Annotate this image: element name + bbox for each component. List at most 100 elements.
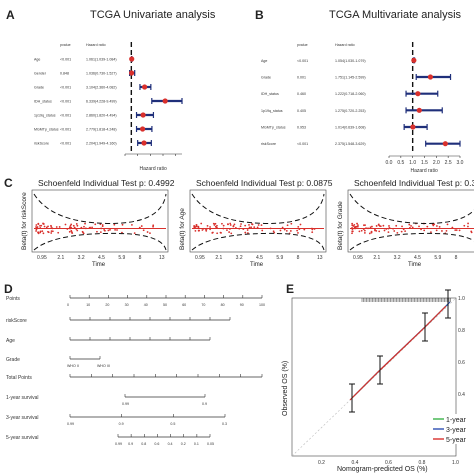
residual-point bbox=[229, 224, 232, 226]
nomogram-tick-label: 0.6 bbox=[154, 442, 159, 446]
residual-point bbox=[109, 228, 111, 231]
residual-point bbox=[50, 230, 53, 233]
hr-point bbox=[411, 57, 417, 63]
residual-point bbox=[40, 224, 43, 227]
nomogram-tick-label: 0.05 bbox=[207, 442, 214, 446]
residual-point bbox=[383, 229, 386, 232]
x-tick-label: 5.9 bbox=[276, 255, 283, 261]
residual-point bbox=[369, 226, 372, 229]
residual-point bbox=[96, 230, 98, 233]
x-axis-label: Time bbox=[92, 262, 106, 268]
panel-label: C bbox=[4, 176, 13, 190]
residual-point bbox=[209, 226, 211, 228]
residual-point bbox=[214, 222, 217, 225]
residual-point bbox=[441, 230, 443, 232]
plot-frame bbox=[31, 189, 169, 253]
nomogram-row-label: riskScore bbox=[6, 318, 27, 324]
row-pvalue: <0.001 bbox=[60, 114, 71, 118]
nomogram: Points 0 10 20 30 40 50 60 70 80 90 100 riskScore Age… bbox=[6, 295, 265, 446]
residual-point bbox=[195, 225, 198, 228]
nomogram-row-label: 1-year survival bbox=[6, 395, 39, 401]
y-tick-label: 0.8 bbox=[458, 328, 465, 334]
residual-point bbox=[351, 222, 354, 225]
row-label: IDH_status bbox=[34, 100, 52, 104]
residual-point bbox=[230, 232, 233, 235]
residual-point bbox=[47, 230, 49, 233]
residual-point bbox=[50, 226, 53, 228]
residual-point bbox=[68, 230, 71, 233]
hr-point bbox=[140, 112, 146, 118]
residual-point bbox=[260, 224, 263, 227]
residual-point bbox=[279, 229, 282, 232]
residual-point bbox=[211, 232, 214, 234]
plot-frame bbox=[189, 189, 327, 253]
panel-title: TCGA Univariate analysis bbox=[90, 9, 216, 21]
nomogram-tick-label: 0.4 bbox=[168, 442, 173, 446]
residual-point bbox=[113, 223, 116, 226]
residual-point bbox=[438, 225, 441, 228]
residual-point bbox=[107, 229, 110, 232]
x-tick-label: 0.95 bbox=[195, 255, 205, 261]
row-hr-text: 1.751(1.145-2.599) bbox=[335, 76, 366, 80]
residual-point bbox=[256, 226, 259, 229]
residual-point bbox=[253, 226, 256, 229]
panel-label: B bbox=[255, 8, 264, 22]
residual-point bbox=[251, 223, 253, 225]
x-tick-label: 0.95 bbox=[37, 255, 47, 261]
panel-label: D bbox=[4, 282, 13, 296]
residual-point bbox=[244, 224, 247, 227]
row-pvalue: <0.001 bbox=[297, 142, 308, 146]
row-pvalue: <0.001 bbox=[60, 86, 71, 90]
row-pvalue: <0.001 bbox=[60, 58, 71, 62]
residual-point bbox=[297, 225, 300, 228]
residual-point bbox=[35, 230, 37, 232]
residual-point bbox=[83, 225, 85, 228]
residual-point bbox=[289, 230, 292, 232]
residual-point bbox=[76, 224, 79, 227]
residual-point bbox=[35, 228, 38, 231]
plot-frame bbox=[347, 189, 474, 253]
residual-point bbox=[248, 223, 250, 226]
nomogram-tick-label: 100 bbox=[259, 303, 265, 307]
lower-band bbox=[191, 232, 325, 251]
row-pvalue: 0.405 bbox=[297, 109, 306, 113]
hr-point bbox=[141, 140, 147, 146]
nomogram-tick-label: 0.2 bbox=[181, 442, 186, 446]
nomogram-tick-label: 30 bbox=[125, 303, 129, 307]
residual-point bbox=[51, 230, 54, 233]
nomogram-tick-label: 70 bbox=[201, 303, 205, 307]
nomogram-tick-label: 10 bbox=[86, 303, 90, 307]
x-tick-label: 13 bbox=[159, 255, 165, 261]
legend-label: 5-year bbox=[446, 437, 467, 444]
residual-point bbox=[363, 229, 366, 232]
residual-point bbox=[311, 228, 314, 231]
x-tick-label: 4.5 bbox=[98, 255, 105, 261]
residual-point bbox=[214, 225, 217, 228]
row-label: riskScore bbox=[34, 142, 49, 146]
residual-point bbox=[388, 225, 390, 227]
calibration-plot: 0.20.40.60.81.00.20.40.60.81.0Nomogram-p… bbox=[282, 289, 474, 473]
residual-point bbox=[303, 228, 306, 231]
residual-point bbox=[37, 223, 40, 226]
residual-point bbox=[193, 224, 196, 227]
residual-point bbox=[84, 222, 86, 225]
residual-point bbox=[121, 223, 124, 226]
hr-point bbox=[416, 107, 422, 113]
x-tick-label: 0.5 bbox=[397, 160, 404, 166]
residual-point bbox=[246, 229, 249, 231]
nomogram-tick-label: 0.3 bbox=[222, 422, 227, 426]
nomogram-tick-label: 0.99 bbox=[115, 442, 122, 446]
y-axis-label: Beta(t) for riskScore bbox=[21, 192, 28, 250]
row-hr-text: 1.061(1.039-1.084) bbox=[86, 58, 117, 62]
y-axis-label: Observed OS (%) bbox=[282, 361, 289, 416]
residual-point bbox=[42, 222, 44, 225]
residual-point bbox=[404, 230, 407, 233]
row-label: 1p19q_status bbox=[261, 109, 283, 113]
row-hr-text: 2.204(1.949-4.160) bbox=[86, 142, 117, 146]
residual-point bbox=[351, 232, 353, 235]
residual-point bbox=[368, 232, 371, 235]
residual-point bbox=[408, 223, 411, 226]
x-tick-label: 1.0 bbox=[452, 460, 459, 466]
row-hr-text: 1.275(0.720-2.253) bbox=[335, 109, 366, 113]
residual-point bbox=[72, 224, 75, 227]
